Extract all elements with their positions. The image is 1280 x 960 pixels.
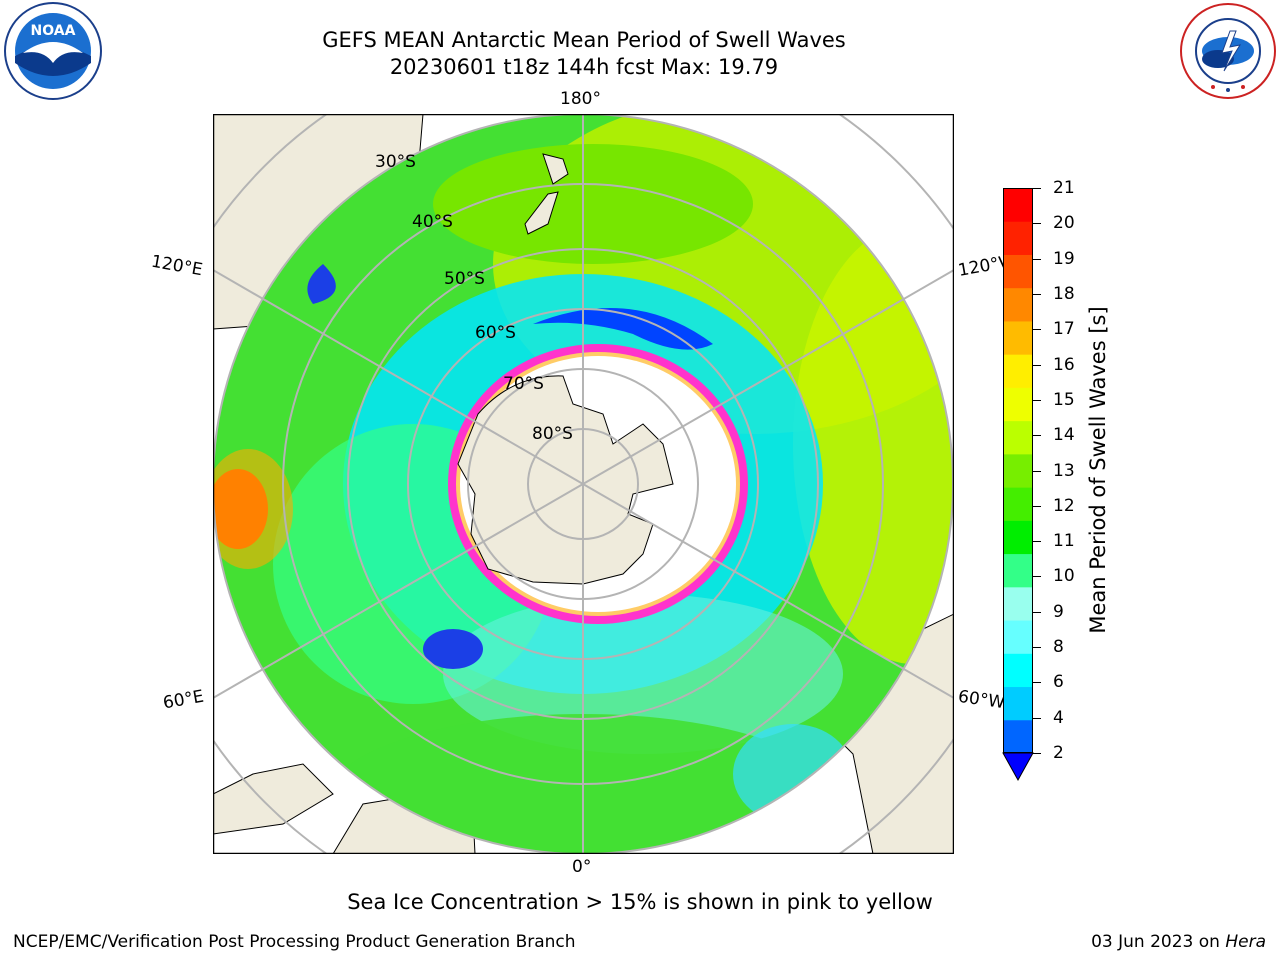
- antarctica-land: [457, 375, 674, 585]
- lon-label-180: 180°: [560, 89, 601, 109]
- lat-label-80s: 80°S: [532, 424, 573, 444]
- chart-subtitle: 20230601 t18z 144h fcst Max: 19.79: [389, 55, 779, 79]
- new-zealand-land: [524, 153, 569, 235]
- colorbar-tick-label: 20: [1053, 213, 1075, 234]
- colorbar-tick-label: 21: [1053, 178, 1075, 198]
- colorbar-cell: [1003, 553, 1033, 588]
- colorbar-cell: [1003, 686, 1033, 721]
- footer-date: 03 Jun 2023 on Hera: [1091, 932, 1266, 952]
- colorbar-cell: [1003, 420, 1033, 455]
- lat-label-40s: 40°S: [412, 212, 453, 232]
- colorbar-tick-mark: [1033, 682, 1041, 684]
- colorbar-tick-mark: [1033, 258, 1041, 260]
- lat-label-50s: 50°S: [444, 269, 485, 289]
- lon-label-0: 0°: [572, 857, 592, 877]
- svg-text:NOAA: NOAA: [31, 23, 76, 39]
- colorbar-tick-label: 13: [1053, 460, 1075, 481]
- footer-date-text: 03 Jun 2023 on: [1091, 932, 1220, 952]
- colorbar-tick-label: 2: [1053, 743, 1064, 763]
- colorbar-cell: [1003, 320, 1033, 355]
- lon-label-60e: 60°E: [161, 686, 206, 714]
- colorbar-tick-label: 14: [1053, 425, 1075, 446]
- colorbar-tick-label: 10: [1053, 566, 1075, 587]
- africa-land: [213, 763, 334, 835]
- colorbar-tick-mark: [1033, 223, 1041, 225]
- colorbar-extend-arrow: [1002, 752, 1034, 782]
- lat-label-70s: 70°S: [503, 374, 544, 394]
- colorbar-cell: [1003, 221, 1033, 255]
- colorbar-tick-mark: [1033, 717, 1041, 719]
- noaa-logo: NOAA: [3, 1, 103, 101]
- colorbar-tick-mark: [1033, 188, 1041, 189]
- footer-branch: NCEP/EMC/Verification Post Processing Pr…: [13, 932, 576, 952]
- colorbar-tick-label: 16: [1053, 354, 1075, 375]
- colorbar-tick-label: 4: [1053, 707, 1064, 728]
- colorbar-tick-mark: [1033, 647, 1041, 649]
- colorbar-tick-mark: [1033, 399, 1041, 401]
- colorbar-cell: [1003, 254, 1033, 289]
- colorbar-tick-label: 15: [1053, 389, 1075, 410]
- lat-label-30s: 30°S: [375, 152, 416, 172]
- colorbar-cell: [1003, 487, 1033, 521]
- colorbar-cell: [1003, 620, 1033, 654]
- footer-machine: Hera: [1225, 932, 1266, 952]
- colorbar-tick-label: 8: [1053, 637, 1064, 658]
- colorbar-tick-mark: [1033, 293, 1041, 295]
- colorbar-tick-label: 11: [1053, 531, 1075, 552]
- colorbar-label: Mean Period of Swell Waves [s]: [1086, 306, 1110, 634]
- colorbar-tick-mark: [1033, 505, 1041, 507]
- colorbar-cell: [1003, 520, 1033, 555]
- colorbar-cell: [1003, 188, 1033, 222]
- colorbar-tick-label: 9: [1053, 601, 1064, 622]
- colorbar-tick-mark: [1033, 364, 1041, 366]
- colorbar-tick-mark: [1033, 541, 1041, 543]
- colorbar-tick-label: 17: [1053, 319, 1075, 340]
- colorbar: [1003, 188, 1033, 754]
- colorbar-tick-mark: [1033, 753, 1041, 754]
- colorbar-cell: [1003, 453, 1033, 488]
- colorbar-cell: [1003, 653, 1033, 688]
- colorbar-cell: [1003, 387, 1033, 422]
- colorbar-tick-mark: [1033, 329, 1041, 331]
- lat-label-60s: 60°S: [475, 323, 516, 343]
- colorbar-cell: [1003, 287, 1033, 322]
- lon-label-60w: 60°W: [956, 686, 1007, 714]
- colorbar-cell: [1003, 719, 1033, 754]
- colorbar-tick-label: 18: [1053, 283, 1075, 304]
- sea-ice-note: Sea Ice Concentration > 15% is shown in …: [347, 890, 933, 914]
- colorbar-tick-label: 6: [1053, 672, 1064, 693]
- colorbar-tick-label: 12: [1053, 495, 1075, 516]
- chart-title: GEFS MEAN Antarctic Mean Period of Swell…: [322, 28, 846, 52]
- colorbar-tick-mark: [1033, 576, 1041, 578]
- colorbar-tick-mark: [1033, 435, 1041, 437]
- polar-map: [213, 114, 954, 854]
- colorbar-tick-mark: [1033, 470, 1041, 472]
- colorbar-cell: [1003, 354, 1033, 388]
- lon-label-120e: 120°E: [149, 251, 205, 281]
- nws-logo: [1178, 1, 1278, 101]
- colorbar-tick-label: 19: [1053, 248, 1075, 269]
- colorbar-cell: [1003, 586, 1033, 621]
- colorbar-tick-mark: [1033, 611, 1041, 613]
